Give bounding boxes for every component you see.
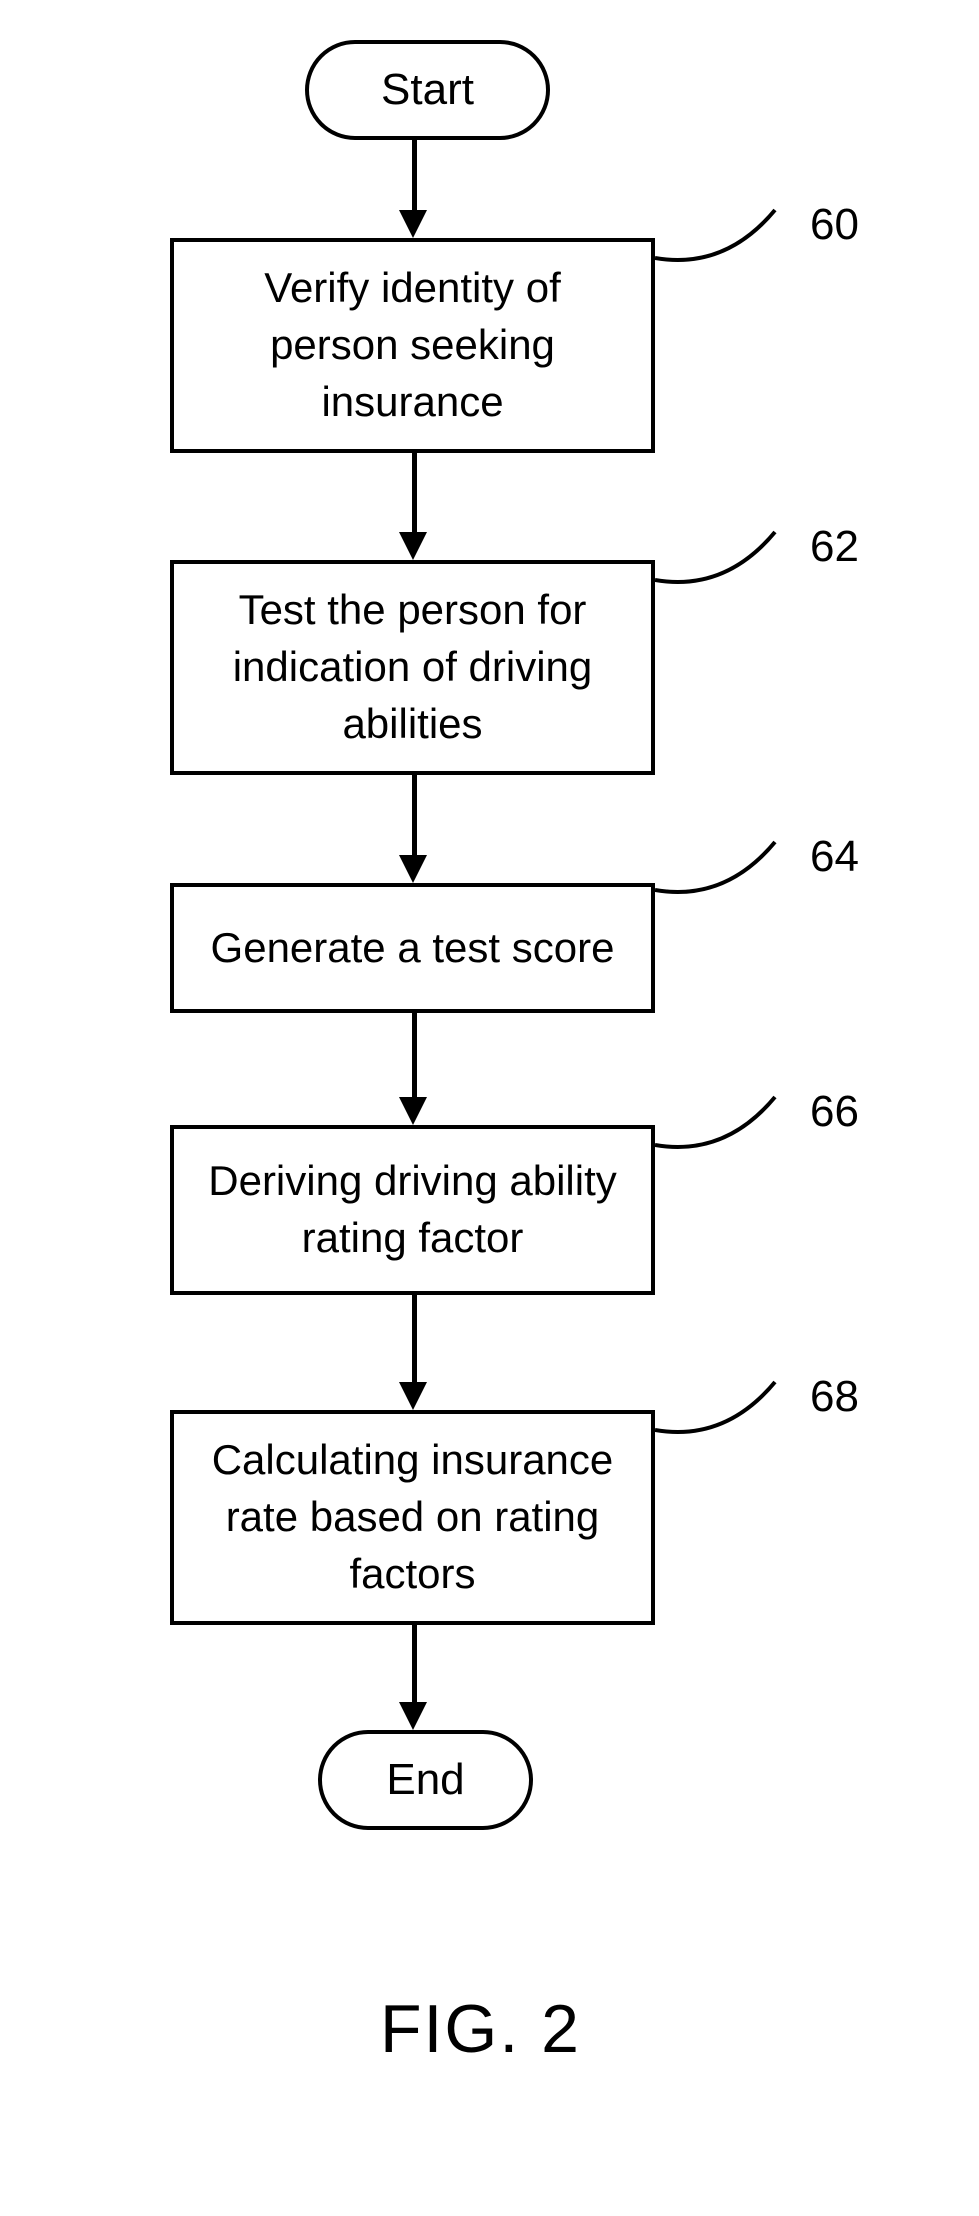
process-verify-identity: Verify identity ofperson seekinginsuranc… — [170, 238, 655, 453]
process-test-person: Test the person forindication of driving… — [170, 560, 655, 775]
process-68-text: Calculating insurancerate based on ratin… — [212, 1432, 614, 1602]
process-calculate-rate: Calculating insurancerate based on ratin… — [170, 1410, 655, 1625]
process-derive-rating: Deriving driving abilityrating factor — [170, 1125, 655, 1295]
ref-62: 62 — [810, 522, 859, 572]
callout-64 — [655, 832, 805, 952]
arrow-6 — [412, 1625, 417, 1705]
arrowhead-1 — [399, 210, 427, 238]
end-label: End — [386, 1755, 464, 1805]
end-terminator: End — [318, 1730, 533, 1830]
arrow-2 — [412, 453, 417, 533]
arrow-4 — [412, 1013, 417, 1098]
arrowhead-2 — [399, 532, 427, 560]
callout-68 — [655, 1372, 805, 1492]
arrow-1 — [412, 140, 417, 210]
process-64-text: Generate a test score — [211, 920, 615, 977]
start-label: Start — [381, 65, 474, 115]
callout-62 — [655, 522, 805, 642]
callout-60 — [655, 200, 805, 320]
arrowhead-3 — [399, 855, 427, 883]
flowchart-container: Start Verify identity ofperson seekingin… — [0, 0, 979, 2216]
ref-64: 64 — [810, 832, 859, 882]
callout-66 — [655, 1087, 805, 1207]
process-66-text: Deriving driving abilityrating factor — [208, 1153, 617, 1266]
arrow-5 — [412, 1295, 417, 1383]
process-generate-score: Generate a test score — [170, 883, 655, 1013]
arrow-3 — [412, 775, 417, 857]
ref-60: 60 — [810, 200, 859, 250]
start-terminator: Start — [305, 40, 550, 140]
process-60-text: Verify identity ofperson seekinginsuranc… — [264, 260, 560, 430]
process-62-text: Test the person forindication of driving… — [233, 582, 593, 752]
arrowhead-4 — [399, 1097, 427, 1125]
arrowhead-6 — [399, 1702, 427, 1730]
ref-68: 68 — [810, 1372, 859, 1422]
figure-caption: FIG. 2 — [380, 1990, 581, 2068]
arrowhead-5 — [399, 1382, 427, 1410]
ref-66: 66 — [810, 1087, 859, 1137]
